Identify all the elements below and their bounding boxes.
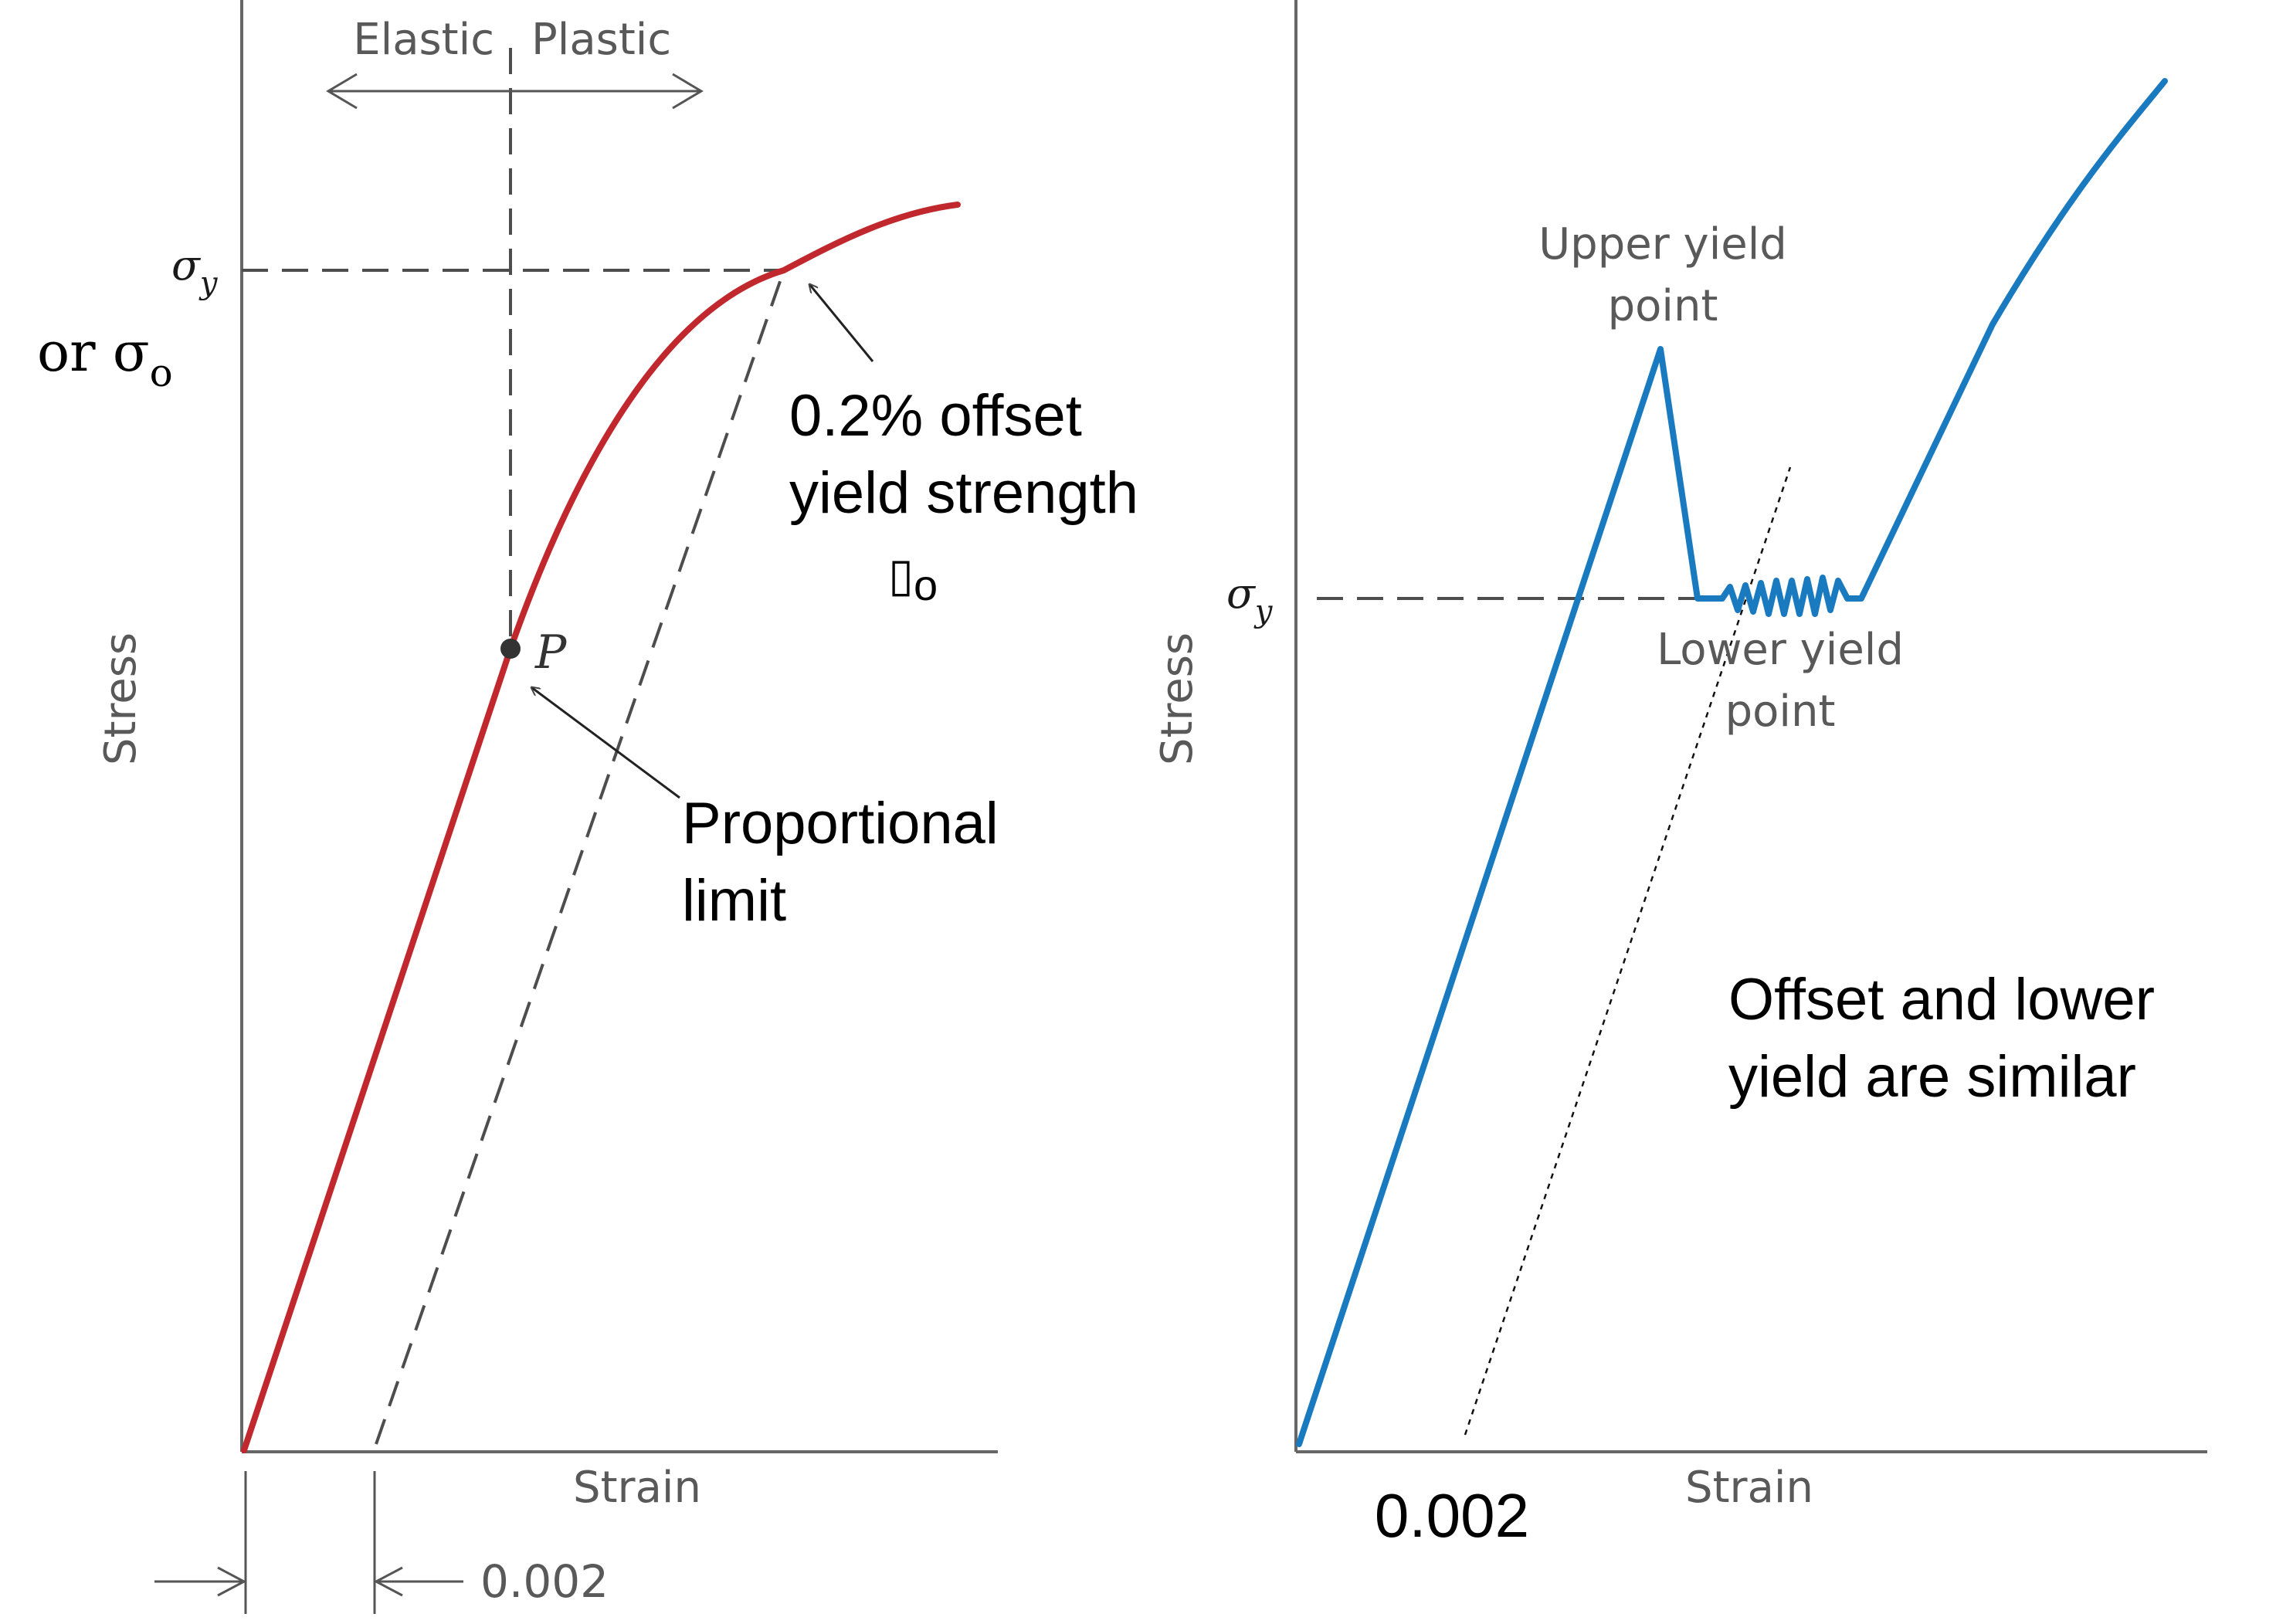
elastic-arrow-head xyxy=(326,73,358,110)
elastic-label: Elastic xyxy=(353,15,494,65)
right-stress-label: Stress xyxy=(1152,632,1202,765)
left-diagram: Elastic Plastic σy or σo P 0.2% offset y… xyxy=(37,0,1138,1614)
left-strain-label: Strain xyxy=(573,1463,701,1513)
right-stress-strain-curve xyxy=(1296,78,2168,1447)
offset-annotation-arrow xyxy=(809,284,874,362)
plastic-arrow-head xyxy=(672,73,704,110)
proportional-annotation-arrow xyxy=(531,687,680,799)
offset-yield-label-line1: 0.2% offset xyxy=(789,383,1082,449)
lower-yield-label-line1: Lower yield xyxy=(1657,625,1904,675)
left-offset-arrow-out-head xyxy=(373,1566,403,1597)
lower-yield-label-line2: point xyxy=(1725,687,1836,737)
offset-yield-symbol: ▯o xyxy=(888,549,938,609)
right-diagram: σy Upper yield point Lower yield point S… xyxy=(1152,0,2207,1550)
left-offset-value-label: 0.002 xyxy=(480,1555,609,1608)
right-offset-value-label: 0.002 xyxy=(1375,1481,1529,1550)
right-sigma-y-label: σy xyxy=(1226,569,1274,629)
right-offset-dotted-line xyxy=(1464,466,1792,1436)
right-strain-label: Strain xyxy=(1685,1463,1813,1513)
right-note-line2: yield are similar xyxy=(1728,1044,2136,1110)
upper-yield-label-line1: Upper yield xyxy=(1538,219,1787,270)
or-sigma-label: or σo xyxy=(37,320,173,395)
right-note-line1: Offset and lower xyxy=(1728,967,2155,1032)
left-sigma-y-label: σy xyxy=(171,241,219,301)
left-offset-arrow-in-head xyxy=(217,1566,247,1597)
point-p-label: P xyxy=(534,626,568,680)
proportional-limit-point xyxy=(500,639,521,659)
left-stress-strain-curve xyxy=(241,202,961,1453)
plastic-label: Plastic xyxy=(531,15,671,65)
proportional-label-line1: Proportional xyxy=(682,791,999,856)
upper-yield-label-line2: point xyxy=(1608,281,1718,331)
left-stress-label: Stress xyxy=(96,632,146,765)
proportional-label-line2: limit xyxy=(682,868,786,934)
left-offset-dashed-line xyxy=(375,270,785,1445)
offset-yield-label-line2: yield strength xyxy=(789,460,1138,526)
